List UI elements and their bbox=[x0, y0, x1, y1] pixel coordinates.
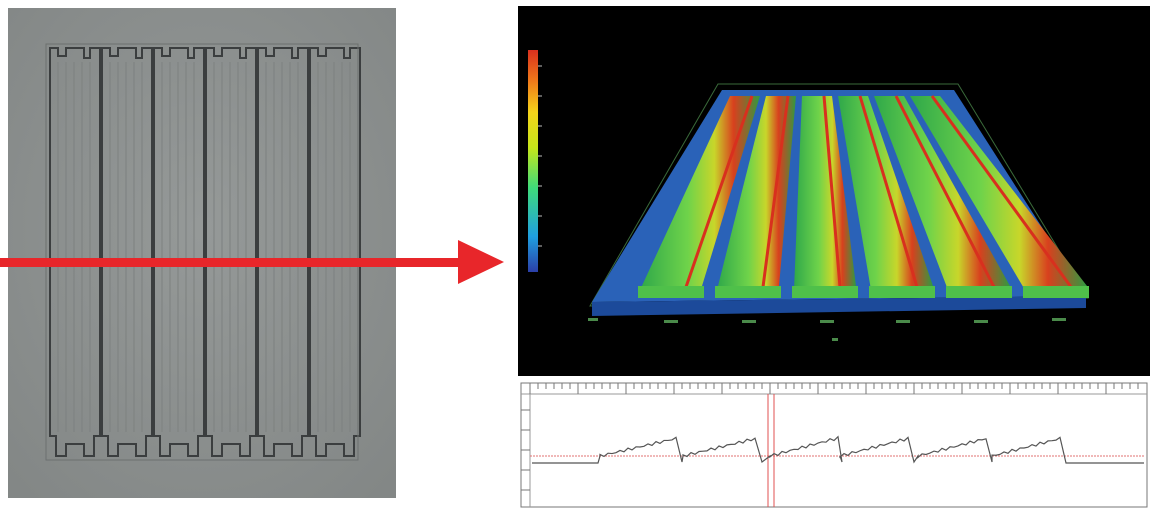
ridge-foot bbox=[869, 286, 935, 298]
ridge-peak-line bbox=[822, 95, 842, 288]
arrow-head bbox=[458, 240, 504, 284]
top-ruler-ticks bbox=[529, 383, 1139, 394]
profile-plot bbox=[518, 380, 1150, 510]
height-map-3d bbox=[518, 6, 1150, 376]
colorbar bbox=[528, 50, 538, 272]
axis-ticks bbox=[588, 318, 1066, 341]
channel-outline bbox=[101, 47, 153, 457]
ridge bbox=[874, 96, 1010, 290]
colorbar-ticks bbox=[538, 65, 542, 247]
ridge-foot bbox=[792, 286, 858, 298]
arrow-shaft bbox=[0, 258, 462, 267]
channel-outline bbox=[309, 47, 361, 457]
ridge-peak-line bbox=[930, 95, 1073, 288]
ridge-peak-line bbox=[858, 95, 919, 288]
ridge bbox=[910, 96, 1087, 290]
channel-group bbox=[45, 43, 361, 461]
ridge-peak-line bbox=[684, 95, 754, 288]
channel-outline bbox=[205, 47, 257, 457]
channel-outline bbox=[257, 47, 309, 457]
micrograph-image bbox=[8, 8, 396, 498]
ridge bbox=[640, 96, 760, 290]
ridge bbox=[717, 96, 796, 290]
ridge-peak-line bbox=[894, 95, 996, 288]
channel-outline bbox=[49, 47, 101, 457]
ridge bbox=[794, 96, 856, 290]
ridge-group bbox=[638, 95, 1089, 298]
scan-direction-arrow bbox=[0, 240, 504, 284]
ridge bbox=[838, 96, 933, 290]
left-ruler-ticks bbox=[521, 409, 530, 491]
profile-trace bbox=[532, 435, 1144, 464]
ridge-foot bbox=[1023, 286, 1089, 298]
ridge-peak-line bbox=[761, 95, 790, 288]
ridge-foot bbox=[715, 286, 781, 298]
channel-outline bbox=[153, 47, 205, 457]
chip-outline bbox=[45, 43, 359, 461]
ridge-foot bbox=[638, 286, 704, 298]
ridge-foot bbox=[946, 286, 1012, 298]
